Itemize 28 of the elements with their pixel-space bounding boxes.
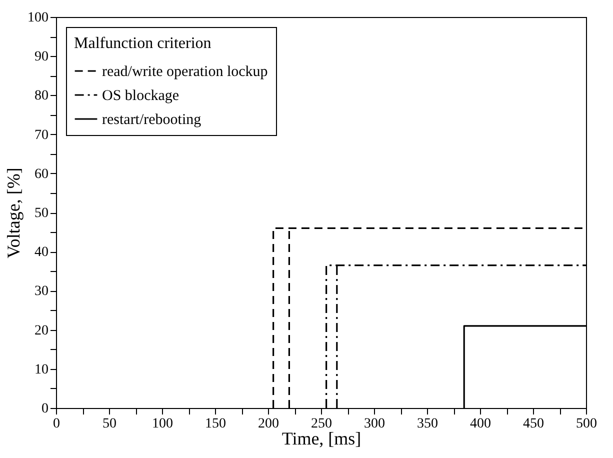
x-tick-label: 200	[258, 416, 279, 432]
y-tick-label: 40	[34, 245, 48, 260]
y-tick-label: 60	[34, 166, 48, 182]
legend-label: OS blockage	[102, 88, 180, 104]
y-tick-label: 0	[42, 402, 48, 416]
x-tick-label: 150	[205, 416, 226, 432]
x-tick-label: 0	[53, 416, 60, 432]
legend-title: Malfunction criterion	[74, 35, 212, 52]
y-tick-label: 10	[34, 362, 48, 378]
x-tick-label: 50	[102, 416, 116, 432]
y-tick-label: 30	[34, 284, 48, 300]
x-axis-title: Time, [ms]	[282, 428, 362, 448]
x-tick-label: 100	[152, 416, 173, 432]
y-tick-label: 50	[34, 206, 48, 221]
legend-label: restart/rebooting	[102, 112, 202, 128]
x-tick-label: 400	[470, 416, 491, 432]
y-tick-label: 20	[34, 323, 48, 338]
y-tick-label: 90	[34, 50, 48, 65]
x-tick-label: 450	[523, 416, 544, 432]
x-tick-label: 300	[364, 416, 385, 432]
y-tick-label: 70	[34, 128, 48, 143]
x-tick-label: 350	[417, 416, 438, 432]
x-tick-label: 250	[311, 416, 332, 432]
y-tick-label: 80	[34, 88, 48, 104]
legend-label: read/write operation lockup	[102, 64, 268, 80]
y-tick-label: 100	[28, 10, 48, 26]
x-tick-label: 500	[576, 416, 597, 432]
y-axis-title: Voltage, [%]	[4, 168, 24, 258]
